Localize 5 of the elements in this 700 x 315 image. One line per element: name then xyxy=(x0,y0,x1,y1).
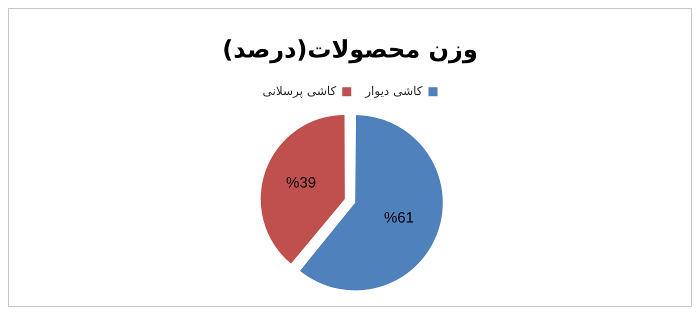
legend-label: کاشی دیوار xyxy=(364,84,423,98)
chart-title: وزن محصولات(درصد) xyxy=(222,36,478,64)
data-label: %39 xyxy=(286,174,316,192)
data-label: %61 xyxy=(384,210,414,227)
legend-label: کاشی پرسلانی xyxy=(262,84,337,98)
